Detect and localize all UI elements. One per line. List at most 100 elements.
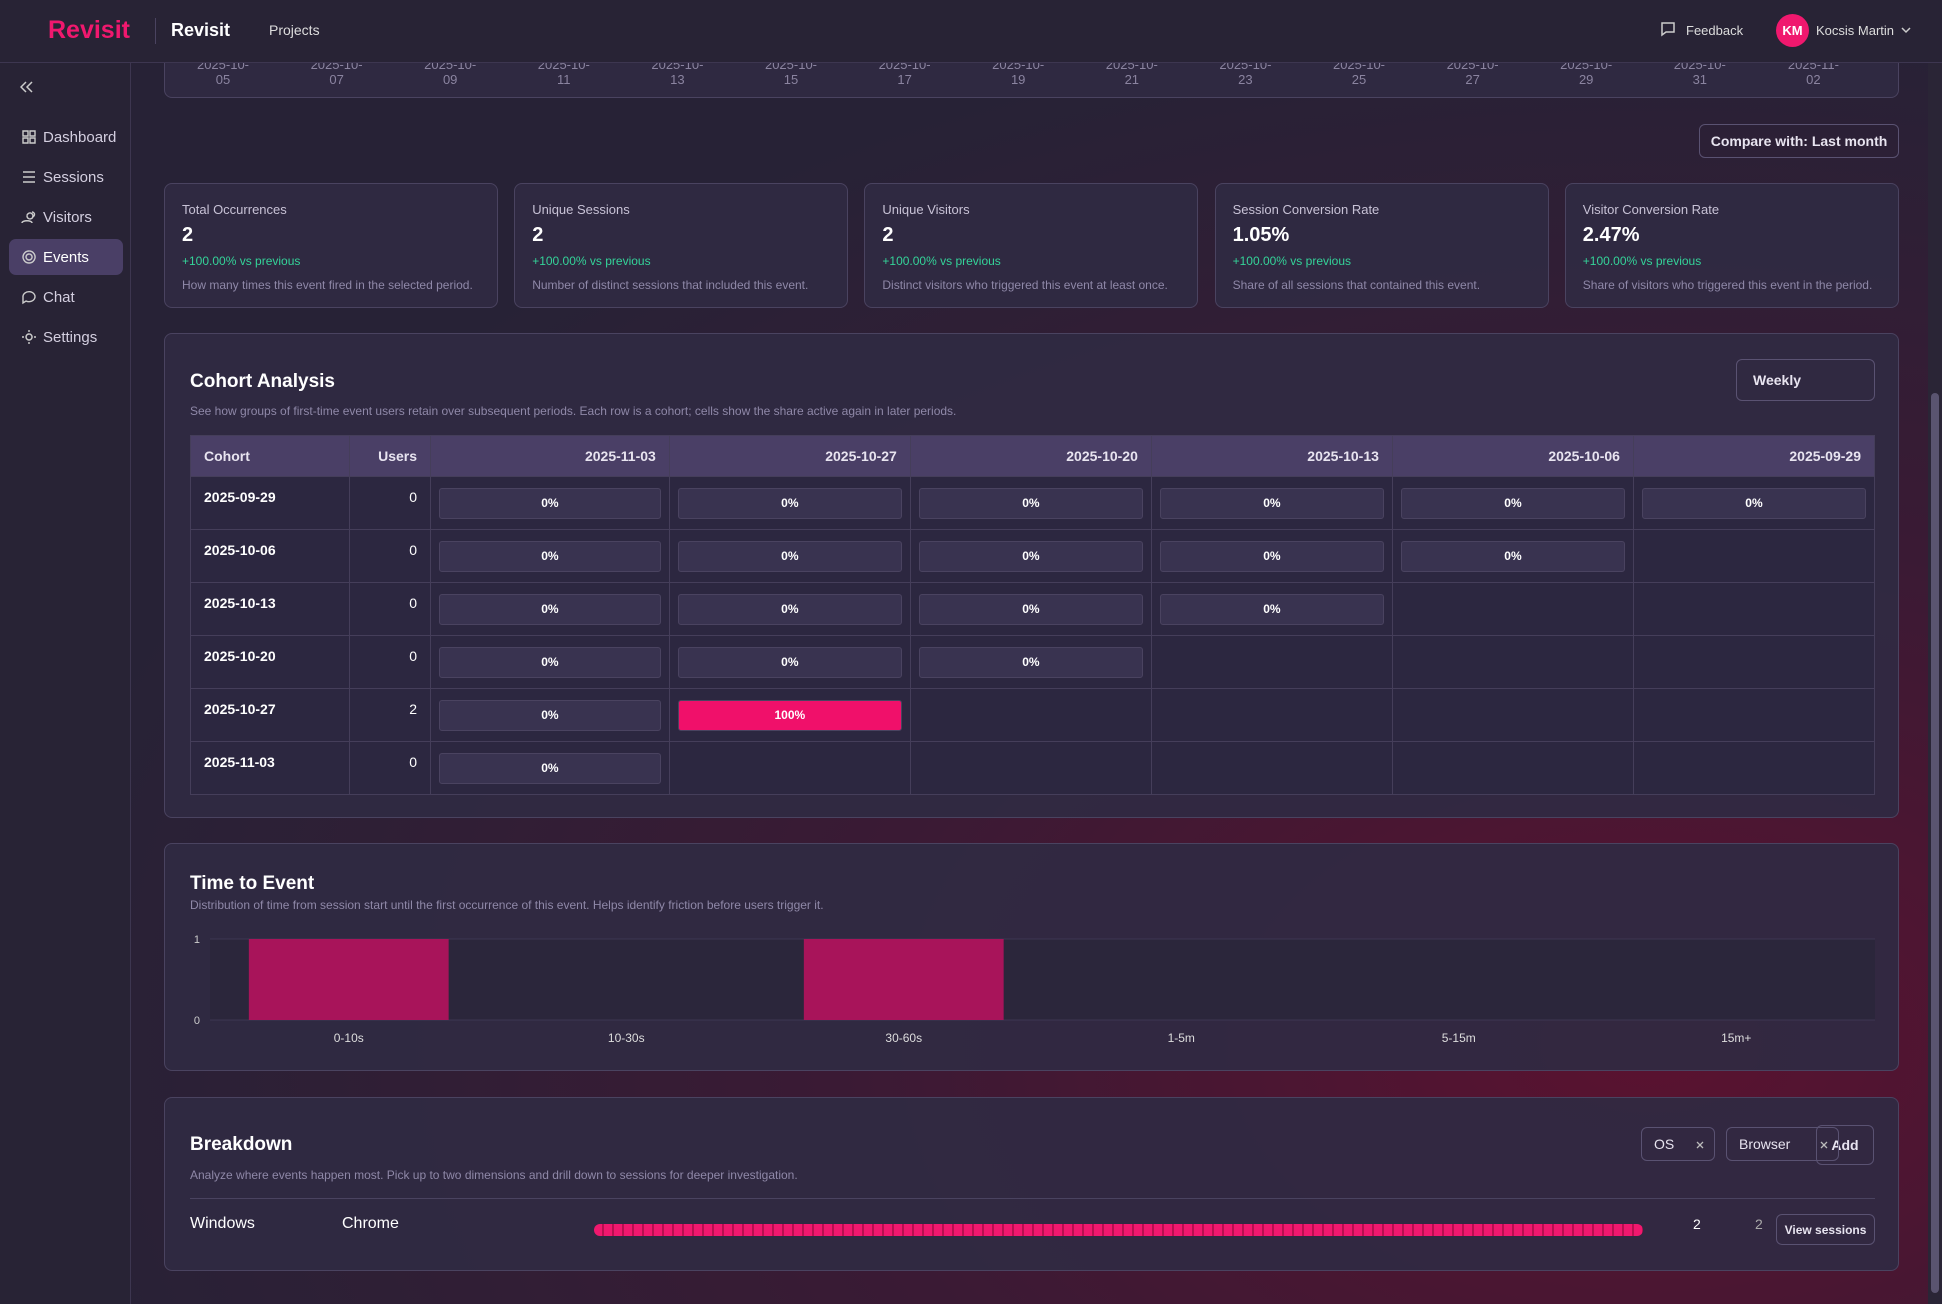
nav-icon xyxy=(21,211,36,224)
cohort-cell xyxy=(1391,741,1634,795)
cohort-cell: 0% xyxy=(1150,529,1393,583)
collapse-icon[interactable] xyxy=(20,81,34,93)
x-tick-label: 10-30s xyxy=(608,1031,645,1045)
stat-value: 2.47% xyxy=(1582,224,1640,246)
cohort-cell xyxy=(1632,741,1876,795)
projects-link[interactable]: Projects xyxy=(269,22,320,38)
cohort-users: 0 xyxy=(349,635,431,689)
y-tick-label: 0 xyxy=(194,1015,200,1027)
stat-description: How many times this event fired in the s… xyxy=(182,278,473,292)
icon-path xyxy=(21,211,36,224)
nav-item[interactable]: Chat xyxy=(9,279,123,315)
stat-value: 2 xyxy=(882,224,894,246)
cohort-cell xyxy=(668,741,911,795)
icon-path xyxy=(1696,1141,1704,1149)
retention-cell: 0% xyxy=(677,593,902,625)
cohort-cell xyxy=(1150,688,1393,742)
cohort-users: 0 xyxy=(349,582,431,636)
x-tick-label: 1-5m xyxy=(1168,1031,1195,1045)
time-title: Time to Event xyxy=(190,873,315,894)
logo[interactable]: Revisit xyxy=(48,16,130,44)
cohort-users: 2 xyxy=(349,688,431,742)
cohort-cell: 0% xyxy=(1391,476,1634,530)
cohort-cell xyxy=(1391,582,1634,636)
cohort-date: 2025-10-13 xyxy=(190,582,350,636)
cohort-row: 2025-09-29 0 0% 0% 0% 0% 0% 0% xyxy=(190,476,1876,530)
cohort-cell: 0% xyxy=(909,635,1152,689)
cohort-date: 2025-10-27 xyxy=(190,688,350,742)
cohort-cell: 0% xyxy=(668,635,911,689)
stat-change: +100.00% vs previous xyxy=(1232,254,1351,268)
stat-value: 1.05% xyxy=(1232,224,1290,246)
column-header: Users xyxy=(349,435,431,477)
avatar[interactable]: KM xyxy=(1776,14,1809,47)
retention-cell: 0% xyxy=(439,487,661,519)
header: Revisit Revisit Projects Feedback KM Koc… xyxy=(0,0,1942,63)
cohort-table: Cohort Users 2025-11-03 2025-10-27 2025-10-2… xyxy=(190,435,1876,795)
stat-description: Distinct visitors who triggered this eve… xyxy=(882,278,1168,292)
filter-chip[interactable]: Browser xyxy=(1726,1127,1839,1161)
cohort-row: 2025-10-20 0 0% 0% 0% xyxy=(190,635,1876,689)
stat-label: Total Occurrences xyxy=(182,202,287,217)
header-row: Cohort Users 2025-11-03 2025-10-27 2025-10-2… xyxy=(190,435,1876,477)
breakdown-panel: Breakdown Analyze where events happen mo… xyxy=(164,1097,1899,1271)
cohort-date: 2025-10-06 xyxy=(190,529,350,583)
cohort-cell: 0% xyxy=(430,635,670,689)
stat-label: Unique Sessions xyxy=(532,202,630,217)
column-header: 2025-09-29 xyxy=(1632,435,1876,477)
remove-icon xyxy=(1820,1141,1828,1149)
cohort-cell xyxy=(1632,688,1876,742)
nav-icon xyxy=(22,130,36,144)
cohort-users: 0 xyxy=(349,476,431,530)
view-sessions-button[interactable]: View sessions xyxy=(1776,1214,1875,1245)
cohort-cell: 0% xyxy=(1150,476,1393,530)
time-subtitle: Distribution of time from session start … xyxy=(190,898,824,912)
period-select[interactable]: Weekly xyxy=(1736,359,1875,401)
cohort-date: 2025-09-29 xyxy=(190,476,350,530)
x-tick-label: 30-60s xyxy=(885,1031,922,1045)
cohort-cell: 0% xyxy=(430,476,670,530)
nav-item[interactable]: Events xyxy=(9,239,123,275)
divider xyxy=(155,18,156,44)
feedback-link[interactable]: Feedback xyxy=(1686,23,1744,38)
user-name[interactable]: Kocsis Martin xyxy=(1816,23,1895,38)
stat-change: +100.00% vs previous xyxy=(182,254,301,268)
stat-description: Share of all sessions that contained thi… xyxy=(1232,278,1481,292)
breakdown-title: Breakdown xyxy=(190,1134,293,1155)
chevron xyxy=(1901,27,1911,34)
retention-cell: 0% xyxy=(439,752,661,784)
retention-cell: 0% xyxy=(677,487,902,519)
app-name[interactable]: Revisit xyxy=(171,20,231,40)
cohort-cell: 0% xyxy=(909,476,1152,530)
cohort-cell xyxy=(909,741,1152,795)
column-header: 2025-11-03 xyxy=(430,435,670,477)
retention-cell: 0% xyxy=(918,646,1143,678)
cohort-users: 0 xyxy=(349,529,431,583)
stat-value: 2 xyxy=(532,224,544,246)
nav-icon xyxy=(22,290,36,305)
retention-cell: 0% xyxy=(1159,487,1384,519)
stat-description: Share of visitors who triggered this eve… xyxy=(1582,278,1873,292)
retention-cell: 0% xyxy=(1400,540,1625,572)
stat-change: +100.00% vs previous xyxy=(1582,254,1702,268)
nav-item[interactable]: Settings xyxy=(9,319,123,355)
nav-item[interactable]: Dashboard xyxy=(9,119,123,155)
filter-chip[interactable]: OS xyxy=(1641,1127,1715,1161)
nav-item[interactable]: Visitors xyxy=(9,199,123,235)
retention-cell: 0% xyxy=(918,593,1143,625)
sessions-value: 2 xyxy=(1755,1216,1763,1232)
nav-item[interactable]: Sessions xyxy=(9,159,123,195)
bar xyxy=(248,939,449,1020)
compare-button[interactable]: Compare with: Last month xyxy=(1699,124,1899,158)
divider xyxy=(190,1198,1875,1199)
nav-icon xyxy=(22,250,36,264)
cohort-users: 0 xyxy=(349,741,431,795)
cohort-cell: 0% xyxy=(1150,582,1393,636)
stat-card: Unique Sessions 2 +100.00% vs previous Numb… xyxy=(514,183,849,308)
cohort-subtitle: See how groups of first-time event users… xyxy=(190,404,957,418)
cohort-cell xyxy=(1150,635,1393,689)
icon-path xyxy=(22,130,36,144)
stat-description: Number of distinct sessions that include… xyxy=(532,278,809,292)
